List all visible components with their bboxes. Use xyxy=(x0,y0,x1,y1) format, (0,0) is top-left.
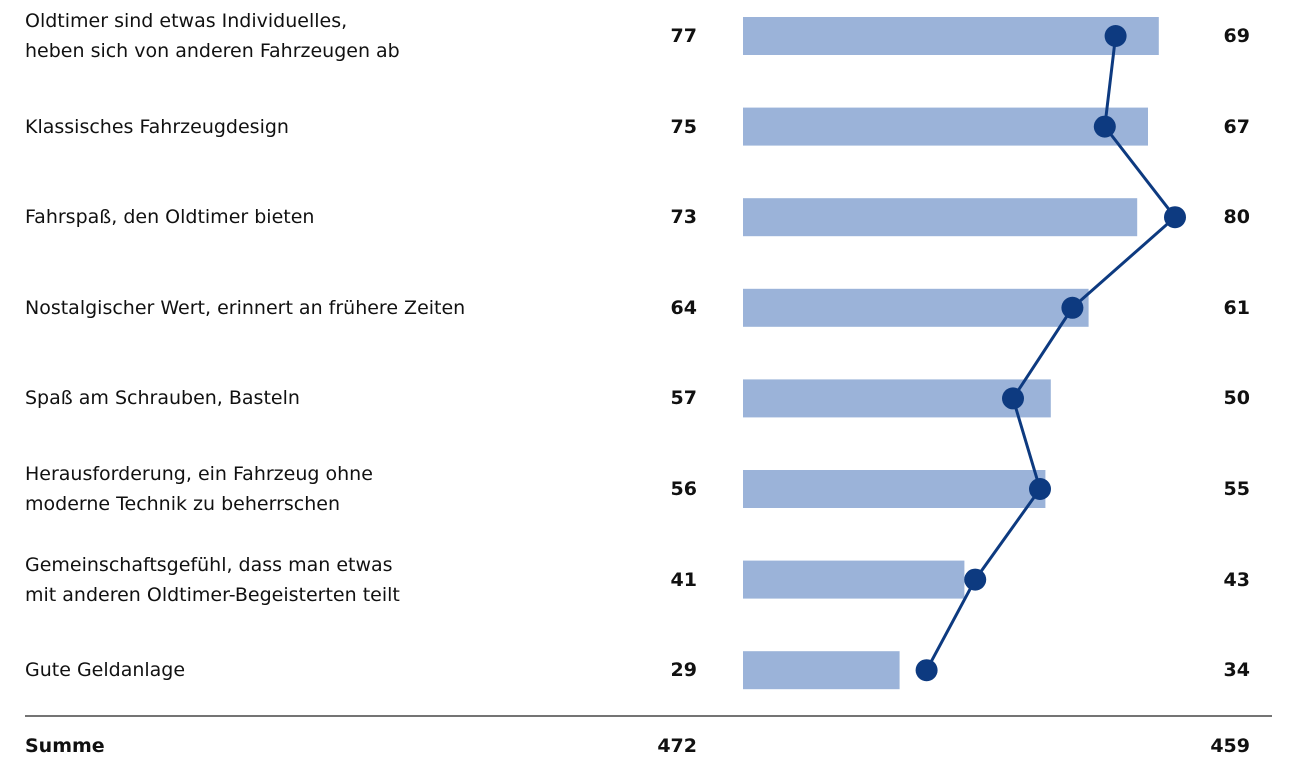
total-label: Summe xyxy=(25,735,105,757)
line-point xyxy=(964,568,987,591)
line-value-label: 55 xyxy=(1223,478,1250,500)
line-point xyxy=(1104,25,1127,47)
bar-value-label: 75 xyxy=(670,115,697,138)
line-value-label: 80 xyxy=(1223,206,1250,229)
bar xyxy=(743,379,1051,418)
line-point xyxy=(1164,206,1186,229)
bar xyxy=(743,560,965,599)
category-label: Nostalgischer Wert, erinnert an frühere … xyxy=(25,296,466,319)
bar xyxy=(743,651,900,690)
line-value-label: 67 xyxy=(1223,115,1250,138)
bar xyxy=(743,17,1159,55)
bar-value-label: 29 xyxy=(670,659,697,682)
line-value-label: 50 xyxy=(1223,387,1250,410)
category-label: Oldtimer sind etwas Individuelles, heben… xyxy=(25,10,400,62)
bar-value-label: 56 xyxy=(670,478,697,500)
bar xyxy=(743,107,1148,146)
line-point xyxy=(1029,478,1051,500)
bar-value-label: 41 xyxy=(670,568,697,591)
total-right: 459 xyxy=(1210,735,1250,757)
line-point xyxy=(1061,296,1084,319)
line-point xyxy=(1093,115,1116,138)
category-label: Gemeinschaftsgefühl, dass man etwas mit … xyxy=(25,553,400,606)
bar-value-label: 77 xyxy=(670,25,697,47)
bar-value-label: 57 xyxy=(670,387,697,410)
line-value-label: 69 xyxy=(1223,25,1250,47)
category-label: Gute Geldanlage xyxy=(25,659,186,682)
line-value-label: 61 xyxy=(1223,296,1250,319)
category-label: Spaß am Schrauben, Basteln xyxy=(25,387,300,410)
line-value-label: 43 xyxy=(1223,568,1250,591)
line-point xyxy=(1002,387,1024,410)
bar xyxy=(743,288,1089,327)
bar-value-label: 73 xyxy=(670,206,697,229)
bar xyxy=(743,198,1138,237)
line xyxy=(925,35,1178,671)
bar xyxy=(743,470,1046,508)
category-label: Fahrspaß, den Oldtimer bieten xyxy=(25,206,315,229)
category-label: Herausforderung, ein Fahrzeug ohne moder… xyxy=(25,463,373,515)
total-left: 472 xyxy=(657,735,697,757)
bar-value-label: 64 xyxy=(670,296,697,319)
category-label: Klassisches Fahrzeugdesign xyxy=(25,115,289,138)
line-value-label: 34 xyxy=(1223,659,1250,682)
line-point xyxy=(915,659,938,682)
